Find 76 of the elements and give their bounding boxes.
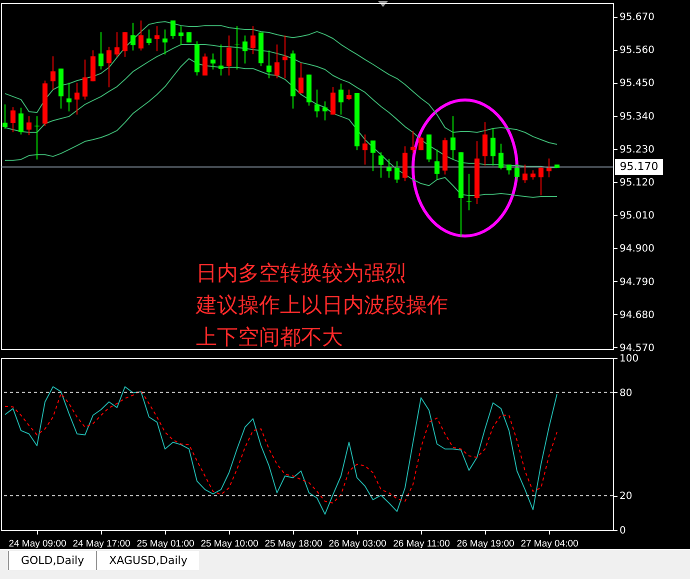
candlestick [482,122,488,166]
candlestick [82,59,88,100]
candlestick [114,32,120,58]
y-tick-label: 95.010 [620,210,654,222]
candlestick [514,163,520,180]
candlestick [546,158,552,178]
candlestick [74,82,80,116]
candlestick [18,107,24,135]
y-tick-label: 95.560 [620,45,654,56]
y-tick-label: 94.900 [620,244,654,255]
candlestick [538,166,544,196]
candlestick [394,160,400,184]
candlestick [282,34,288,79]
y-tick-label: 80 [620,388,632,399]
text: XAGUSD,Daily [96,551,200,570]
candlestick [250,26,256,55]
candlestick [314,89,320,118]
candlestick [530,170,536,180]
candlestick [50,56,56,90]
candlestick [170,20,176,40]
y-tick-label: 0 [620,526,626,536]
candlestick [522,164,528,184]
y-tick-label: 95.120 [620,178,654,189]
candlestick [242,34,248,64]
y-tick-label: 95.670 [620,12,654,24]
y-tick-label: 95.450 [620,78,654,90]
candlestick [378,152,384,178]
candlestick [362,134,368,166]
candlestick [234,26,240,70]
annotation: 建议操作上以日内波段操作 [195,293,448,317]
candlestick [370,140,376,172]
candlestick [154,26,160,52]
candlestick [122,32,128,58]
text: GOLD,Daily [8,551,96,570]
candlestick [330,86,336,116]
y-tick-label: 94.570 [620,342,654,354]
y-tick-label: 100 [620,354,639,364]
candlestick [418,136,424,151]
candlestick [346,89,352,101]
candlestick [10,106,16,133]
candlestick [322,100,328,121]
candlestick [178,26,184,46]
candlestick [226,34,232,76]
candlestick [26,116,32,136]
candlestick [498,143,504,170]
candlestick [338,83,344,116]
candlestick [298,62,304,94]
candlestick [274,44,280,79]
candlestick [450,116,456,160]
y-tick-label: 95.340 [620,111,654,122]
candlestick [410,130,416,154]
candlestick [266,50,272,79]
y-tick-label: 20 [620,491,632,502]
candlestick [130,22,136,52]
candlestick [202,53,208,76]
y-tick-label: 94.680 [620,310,654,321]
candlestick [186,32,192,43]
annotation: 日内多空转换较为强烈 [196,261,406,285]
y-tick-label: 94.790 [620,276,654,288]
candlestick [210,53,216,70]
ref-line-label: 95.170 [620,160,658,173]
candlestick [490,128,496,166]
candlestick [162,28,168,55]
candlestick [434,149,440,180]
line-series [4,21,558,145]
candlestick [138,20,144,52]
annotation: 上下空间都不大 [196,325,343,349]
candlestick [98,32,104,70]
candlestick [2,104,8,130]
candlestick [506,164,512,175]
candlestick [218,44,224,76]
candlestick [386,158,392,178]
candlestick [146,28,152,46]
y-tick-label: 95.230 [620,144,654,156]
candlestick [66,82,72,112]
candlestick [106,46,112,88]
